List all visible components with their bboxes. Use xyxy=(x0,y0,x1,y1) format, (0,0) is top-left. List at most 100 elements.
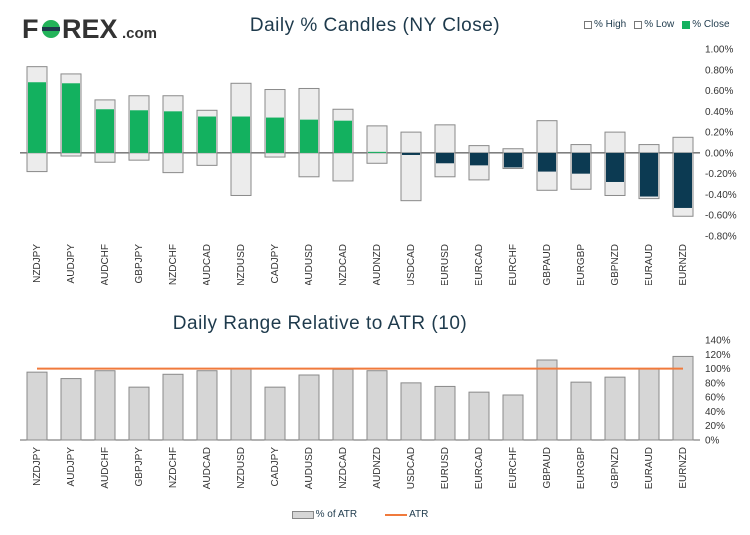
x-tick-label: AUDCAD xyxy=(202,244,213,285)
x-tick-label: GBPAUD xyxy=(542,447,553,489)
close-bar xyxy=(28,82,46,153)
range-box xyxy=(366,125,388,164)
close-bar xyxy=(436,152,454,164)
close-bar xyxy=(368,151,386,153)
x-tick-label: USDCAD xyxy=(406,244,417,285)
close-bar xyxy=(96,109,114,153)
legend-high-label: % High xyxy=(594,19,627,30)
x-tick-label: NZDCAD xyxy=(338,447,349,489)
close-bar xyxy=(640,152,658,197)
x-tick-label: NZDJPY xyxy=(32,447,43,486)
close-bar xyxy=(572,152,590,174)
x-tick-label: GBPNZD xyxy=(610,244,621,285)
atr-bar xyxy=(128,386,150,441)
atr-bar xyxy=(162,373,184,441)
x-tick-label: AUDCHF xyxy=(100,244,111,285)
legend-high-swatch xyxy=(584,20,592,29)
atr-bar xyxy=(94,370,116,441)
x-tick-label: EURCHF xyxy=(508,447,519,489)
y-tick-label: 80% xyxy=(705,378,725,389)
atr-bar xyxy=(60,378,82,441)
legend-atr: ATR xyxy=(385,509,428,520)
x-tick-label: AUDUSD xyxy=(304,244,315,285)
legend-high: % High xyxy=(584,19,626,30)
x-tick-label: EURAUD xyxy=(644,447,655,489)
atr-bar xyxy=(26,371,48,441)
x-tick-label: AUDJPY xyxy=(66,244,77,284)
close-bar xyxy=(164,111,182,153)
close-bar xyxy=(198,116,216,153)
legend-close: % Close xyxy=(682,19,730,30)
close-bar xyxy=(674,152,692,208)
y-tick-label: 120% xyxy=(705,350,731,361)
legend-atr-swatch xyxy=(385,513,408,516)
atr-bar xyxy=(400,382,422,441)
y-tick-label: -0.40% xyxy=(705,190,737,201)
y-tick-label: 20% xyxy=(705,421,725,432)
legend-pct-atr: % of ATR xyxy=(291,509,358,520)
x-tick-label: EURAUD xyxy=(644,244,655,285)
legend-low-swatch xyxy=(634,20,643,29)
y-tick-label: 40% xyxy=(705,407,725,418)
x-tick-label: NZDUSD xyxy=(236,244,247,285)
y-tick-label: 0.80% xyxy=(705,65,733,76)
atr-bar xyxy=(264,386,286,441)
y-tick-label: 140% xyxy=(705,336,731,347)
x-tick-label: EURNZD xyxy=(678,244,689,285)
y-tick-label: -0.20% xyxy=(705,169,737,180)
chart2-title: Daily Range Relative to ATR (10) xyxy=(172,313,468,334)
x-tick-label: GBPAUD xyxy=(542,244,553,285)
atr-bar xyxy=(196,370,218,441)
legend-pct-atr-swatch xyxy=(291,510,314,519)
y-tick-label: 0.40% xyxy=(705,107,733,118)
y-tick-label: -0.60% xyxy=(705,211,737,222)
atr-bar xyxy=(604,376,626,441)
chart1-title: Daily % Candles (NY Close) xyxy=(249,15,501,36)
x-tick-label: USDCAD xyxy=(406,447,417,489)
x-tick-label: AUDJPY xyxy=(66,447,77,487)
x-tick-label: AUDNZD xyxy=(372,447,383,489)
x-tick-label: EURGBP xyxy=(576,244,587,285)
x-tick-label: EURCAD xyxy=(474,447,485,489)
x-tick-label: AUDNZD xyxy=(372,244,383,285)
x-tick-label: CADJPY xyxy=(270,244,281,284)
x-tick-label: AUDCAD xyxy=(202,447,213,489)
x-tick-label: NZDJPY xyxy=(32,244,43,283)
atr-bar xyxy=(434,385,456,441)
close-bar xyxy=(606,152,624,182)
logo-suffix: .com xyxy=(122,25,157,42)
x-tick-label: GBPNZD xyxy=(610,447,621,489)
atr-bar xyxy=(638,368,660,441)
legend-pct-atr-label: % of ATR xyxy=(315,509,358,520)
y-tick-label: 100% xyxy=(705,364,731,375)
x-tick-label: NZDCHF xyxy=(168,447,179,488)
atr-bar xyxy=(502,394,524,441)
x-tick-label: EURNZD xyxy=(678,447,689,489)
x-tick-label: EURUSD xyxy=(440,244,451,285)
atr-bar xyxy=(332,368,354,441)
x-tick-label: NZDCAD xyxy=(338,244,349,285)
y-tick-label: 0% xyxy=(705,436,720,447)
range-box xyxy=(400,131,422,202)
logo-letters-rex: REX xyxy=(62,14,118,44)
atr-bar xyxy=(672,355,694,441)
legend-close-label: % Close xyxy=(692,19,730,30)
x-tick-label: AUDCHF xyxy=(100,447,111,489)
logo-o-bar xyxy=(42,27,60,31)
x-tick-label: NZDUSD xyxy=(236,447,247,489)
close-bar xyxy=(470,152,488,166)
close-bar xyxy=(402,152,420,155)
atr-bar xyxy=(570,381,592,441)
forex-logo-graphic: F REX .com xyxy=(22,14,157,44)
forex-logo[interactable]: F REX .com xyxy=(22,12,172,46)
legend-low: % Low xyxy=(634,19,674,30)
y-tick-label: 0.60% xyxy=(705,86,733,97)
chart2-legend: % of ATR ATR xyxy=(0,509,735,520)
close-bar xyxy=(504,152,522,168)
close-bar xyxy=(232,116,250,153)
close-bar xyxy=(334,120,352,153)
close-bar xyxy=(62,83,80,153)
range-box xyxy=(434,124,456,178)
candle-chart: 1.00% 0.80% 0.60% 0.40% 0.20% 0.00% -0.20% -0.4… xyxy=(20,45,737,285)
atr-bar xyxy=(366,370,388,441)
